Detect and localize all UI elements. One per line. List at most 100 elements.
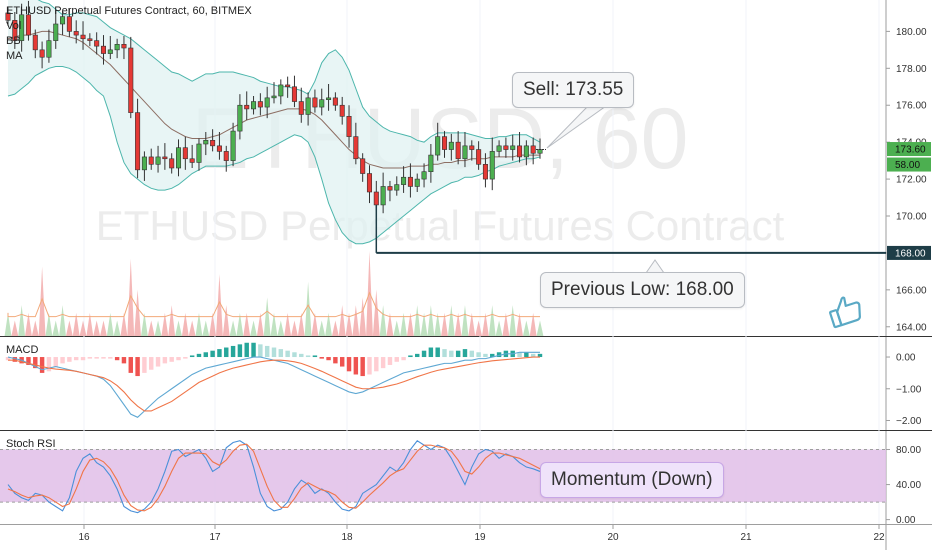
macd-histogram-bar (462, 349, 468, 358)
time-tick-label: 16 (78, 532, 90, 543)
candle-body (401, 176, 407, 185)
candle-body (169, 158, 175, 169)
volume-bar (427, 305, 435, 336)
candle (285, 76, 291, 98)
volume-bar (263, 297, 271, 336)
candle-body (12, 20, 18, 41)
candle (100, 35, 107, 65)
candle (60, 11, 66, 36)
stoch-rsi-label[interactable]: Stoch RSI (6, 438, 56, 450)
momentum-callout[interactable]: Momentum (Down) (540, 462, 724, 498)
macd-histogram-bar (128, 357, 133, 373)
candle (462, 132, 468, 168)
macd-histogram-bar (237, 344, 243, 358)
candle (523, 140, 529, 166)
candle (305, 92, 311, 126)
macd-histogram-bar (244, 342, 249, 358)
price-tick-label: 178.00 (896, 64, 927, 75)
candle-body (264, 97, 270, 108)
candle (237, 94, 243, 140)
candle-body (189, 158, 195, 163)
candle-body (244, 104, 250, 110)
macd-histogram-bar (530, 353, 536, 358)
candle-body (319, 99, 325, 108)
price-tick-label: 176.00 (896, 101, 927, 112)
symbol-title[interactable]: ETHUSD Perpetual Futures Contract, 60, B… (6, 5, 252, 17)
candle-body (210, 140, 216, 147)
time-tick-label: 19 (474, 532, 486, 543)
macd-histogram-bar (278, 349, 284, 358)
macd-histogram-bar (67, 357, 72, 362)
candle (87, 33, 93, 47)
candle (380, 172, 386, 214)
candle-body (428, 154, 434, 172)
candle (326, 84, 332, 111)
volume-bar (72, 312, 80, 336)
volume-bar (372, 289, 380, 336)
macd-histogram-bar (490, 353, 495, 358)
volume-badge-bg (887, 157, 931, 172)
volume-bar (529, 312, 537, 336)
indicator-bb[interactable]: BB (6, 35, 21, 47)
candle-body (298, 101, 304, 115)
volume-bar (270, 312, 278, 336)
last-price-badge-bg (887, 142, 931, 157)
indicator-vol[interactable]: Vol (6, 20, 22, 32)
candle (360, 153, 366, 182)
candle (455, 131, 461, 165)
macd-histogram-bar (108, 357, 113, 359)
candle (189, 144, 195, 168)
candle-body (523, 145, 529, 158)
candle-body (469, 145, 475, 150)
candle-body (100, 45, 107, 54)
volume-bar (11, 320, 19, 336)
macd-histogram-bar (87, 357, 93, 359)
candle (19, 3, 25, 52)
volume-bar (345, 312, 353, 336)
candle (482, 153, 488, 188)
macd-histogram-bar (401, 357, 406, 361)
macd-histogram-bar (476, 352, 481, 358)
volume-bar (79, 320, 87, 336)
candle (196, 138, 202, 171)
candle (73, 20, 79, 44)
volume-bar (45, 312, 53, 336)
stoch-tick-label: 40.00 (896, 480, 921, 491)
candle (5, 7, 11, 26)
bb-fill (8, 0, 540, 244)
volume-badge: 58.00 (895, 160, 920, 171)
candle-body (346, 116, 352, 137)
volume-bar (243, 312, 251, 336)
candle-body (87, 38, 93, 41)
macd-histogram-bar (421, 350, 427, 358)
time-axis[interactable]: 16 17 18 19 20 21 22 (78, 525, 885, 543)
candle (162, 143, 168, 170)
candle-body (387, 186, 393, 191)
candlesticks (5, 0, 543, 214)
candle-body (407, 176, 413, 187)
macd-histogram-bar (319, 357, 324, 359)
macd-histogram-bar (394, 357, 399, 362)
sell-callout[interactable]: Sell: 173.55 (512, 72, 635, 108)
volume-bar (407, 312, 414, 336)
candle-body (285, 84, 291, 88)
time-tick-label: 17 (209, 532, 221, 543)
macd-histogram-bar (455, 350, 461, 358)
candle (394, 176, 400, 196)
indicator-ma[interactable]: MA (6, 50, 23, 62)
volume-bar (379, 305, 387, 336)
macd-histogram-bar (380, 357, 386, 369)
macd-histogram-bar (230, 345, 236, 358)
candle-body (278, 84, 284, 97)
thumbs-up-icon[interactable] (826, 290, 866, 330)
volume-bar (4, 312, 12, 336)
volume-bar (297, 312, 305, 336)
price-axis[interactable]: 164.00166.00168.00170.00172.00174.00176.… (536, 27, 931, 333)
macd-histogram-bar (524, 352, 529, 358)
macd-histogram-bar (210, 350, 215, 358)
previous-low-callout[interactable]: Previous Low: 168.00 (540, 272, 745, 308)
macd-label[interactable]: MACD (6, 344, 39, 356)
candle-body (476, 149, 482, 165)
watermark-description: ETHUSD Perpetual Futures Contract (96, 202, 785, 249)
